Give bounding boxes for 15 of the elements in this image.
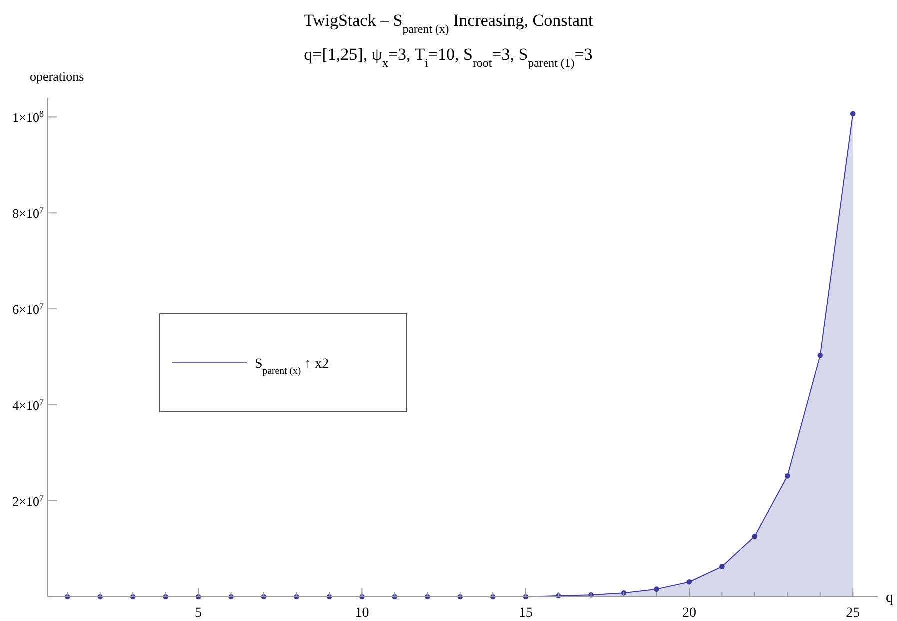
x-axis-title: q xyxy=(886,590,894,606)
chart-title: TwigStack – S$_{parent (x)}$ Increasing, Constant xyxy=(304,11,594,36)
y-axis-title: operations xyxy=(30,69,84,84)
x-tick-label: 5 xyxy=(195,606,202,621)
y-tick-label: 6×10$^{7}$ xyxy=(12,301,44,318)
y-tick-label: 1×10$^{8}$ xyxy=(12,109,44,126)
y-tick-label: 8×10$^{7}$ xyxy=(12,205,44,222)
text: S$_{parent (x)}$ ↑ x2 xyxy=(255,357,330,376)
x-tick-label: 15 xyxy=(518,606,533,621)
x-tick-label: 20 xyxy=(682,606,696,621)
y-tick-label: 2×10$^{7}$ xyxy=(12,493,44,510)
text: q=[1,25], ψ$_{x}$=3, T$_{i}$=10, S$_{root}$=3, S$_{parent (1)}$=3 xyxy=(304,45,593,70)
y-tick-label: 4×10$^{7}$ xyxy=(12,397,44,414)
x-tick-label: 10 xyxy=(355,606,370,621)
x-tick-label: 25 xyxy=(846,606,860,621)
